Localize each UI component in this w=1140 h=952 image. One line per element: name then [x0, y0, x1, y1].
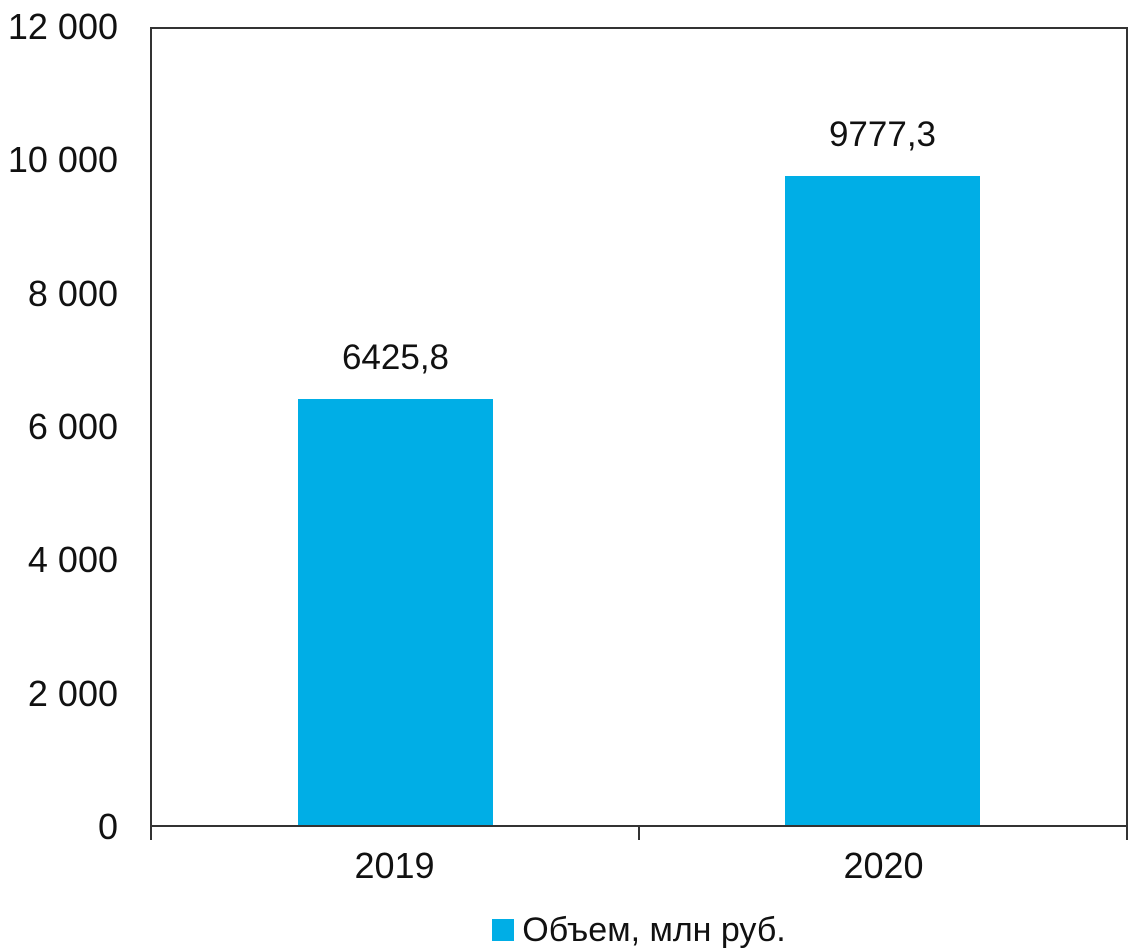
y-axis-tick-label: 0 — [97, 806, 118, 847]
bar-value-label: 6425,8 — [341, 337, 450, 377]
bar-2019 — [298, 398, 493, 825]
legend-label: Объем, млн руб. — [522, 911, 786, 949]
plot-area: 6425,8 9777,3 — [150, 27, 1128, 840]
y-axis-tick-label: 2 000 — [27, 672, 118, 714]
bar-value-label: 9777,3 — [828, 115, 937, 155]
bar-2020 — [785, 176, 980, 825]
y-axis-tick-label: 10 000 — [7, 139, 118, 181]
y-axis-tick-label: 4 000 — [27, 539, 118, 581]
y-axis-tick-label: 12 000 — [7, 6, 118, 47]
x-axis-tick — [150, 825, 152, 840]
x-axis-tick — [1126, 825, 1128, 840]
y-axis: 0 2 000 4 000 6 000 8 000 10 000 12 000 — [0, 0, 118, 952]
legend: Объем, млн руб. — [150, 908, 1128, 952]
x-axis-tick — [638, 825, 640, 840]
x-axis-category-label: 2019 — [354, 845, 435, 886]
x-axis-category-label: 2020 — [843, 845, 924, 886]
y-axis-tick-label: 8 000 — [27, 272, 118, 314]
y-axis-tick-label: 6 000 — [27, 406, 118, 447]
x-axis: 2019 2020 — [150, 843, 1128, 889]
x-axis-line — [150, 825, 1128, 841]
legend-swatch-icon — [492, 919, 515, 941]
